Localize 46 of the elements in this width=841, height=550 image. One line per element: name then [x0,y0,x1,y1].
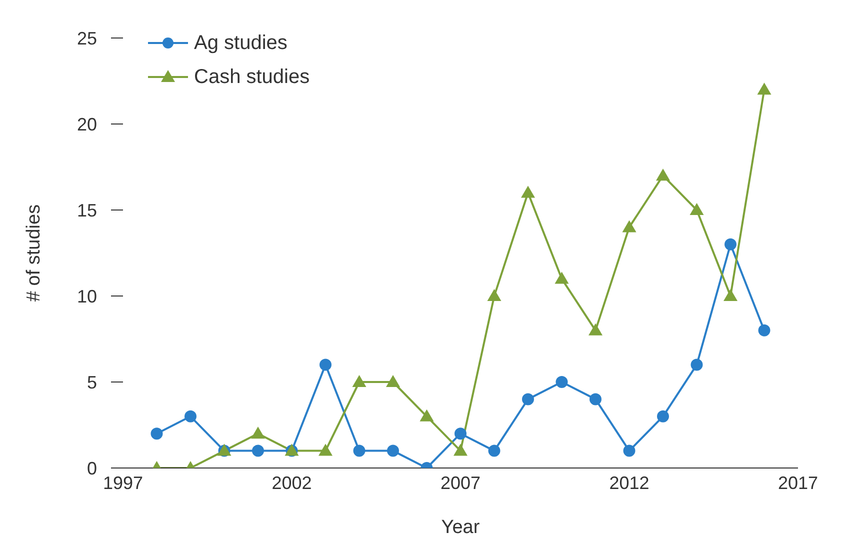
x-tick-label: 2002 [272,472,312,493]
point [724,289,738,301]
point [556,376,568,388]
y-tick-label: 20 [76,114,97,134]
point [184,410,196,422]
point [487,289,502,301]
point [758,324,770,336]
point [590,393,602,406]
legend-label: Ag studies [194,31,288,56]
point [150,428,163,440]
y-tick-label: 5 [86,372,97,392]
x-axis-title: Year [441,517,480,538]
point [318,444,332,456]
y-tick-label: 15 [76,200,97,220]
point [386,375,400,387]
y-axis-title: # of studies [24,204,45,302]
point [387,444,399,457]
point [690,203,704,215]
point [724,238,736,250]
x-tick-label: 2017 [778,472,818,493]
point [454,428,466,440]
point [622,220,636,232]
point [554,272,569,284]
point [588,323,602,336]
y-tick-label: 25 [76,28,97,48]
x-tick-label: 2007 [440,472,481,493]
x-tick-label: 2012 [609,472,650,493]
point [420,409,434,422]
point [353,444,366,457]
point [251,426,265,439]
point [320,358,332,371]
point [488,444,500,457]
point [352,375,366,387]
point [623,444,636,457]
point [657,410,669,422]
point [454,444,468,456]
point [521,186,535,198]
point [252,444,264,457]
y-tick-label: 10 [76,286,97,306]
point [757,82,772,95]
point [656,168,670,181]
point [522,393,534,406]
y-tick-label: 0 [86,458,97,478]
point [690,358,703,371]
legend-label: Cash studies [194,65,310,90]
x-tick-label: 1997 [102,472,144,493]
